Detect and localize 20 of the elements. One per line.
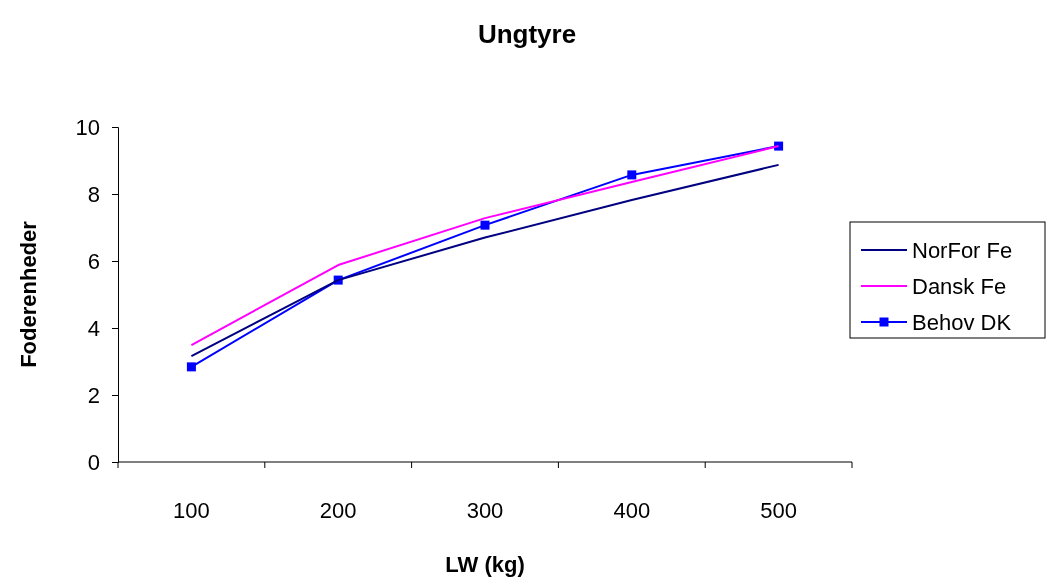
y-tick-label: 10 — [75, 114, 100, 140]
x-tick-label: 100 — [173, 498, 210, 523]
legend-label: Dansk Fe — [912, 274, 1007, 299]
point — [627, 170, 637, 180]
y-axis-title: Foderenheder — [16, 220, 41, 368]
point — [480, 220, 490, 230]
x-tick-label: 400 — [613, 498, 651, 523]
y-tick-label: 8 — [87, 181, 100, 207]
y-tick-label: 6 — [87, 248, 100, 274]
legend-label: NorFor Fe — [912, 238, 1013, 263]
y-tick-label: 0 — [87, 449, 100, 475]
x-axis-title: LW (kg) — [445, 552, 525, 577]
y-tick-label: 4 — [87, 315, 100, 341]
x-tick-label: 300 — [466, 498, 504, 523]
legend-label: Behov DK — [912, 310, 1012, 335]
x-tick-label: 200 — [319, 498, 357, 523]
x-tick-label: 500 — [760, 498, 797, 523]
point — [186, 362, 196, 372]
chart-title: Ungtyre — [477, 19, 577, 49]
y-tick-label: 2 — [87, 382, 100, 408]
